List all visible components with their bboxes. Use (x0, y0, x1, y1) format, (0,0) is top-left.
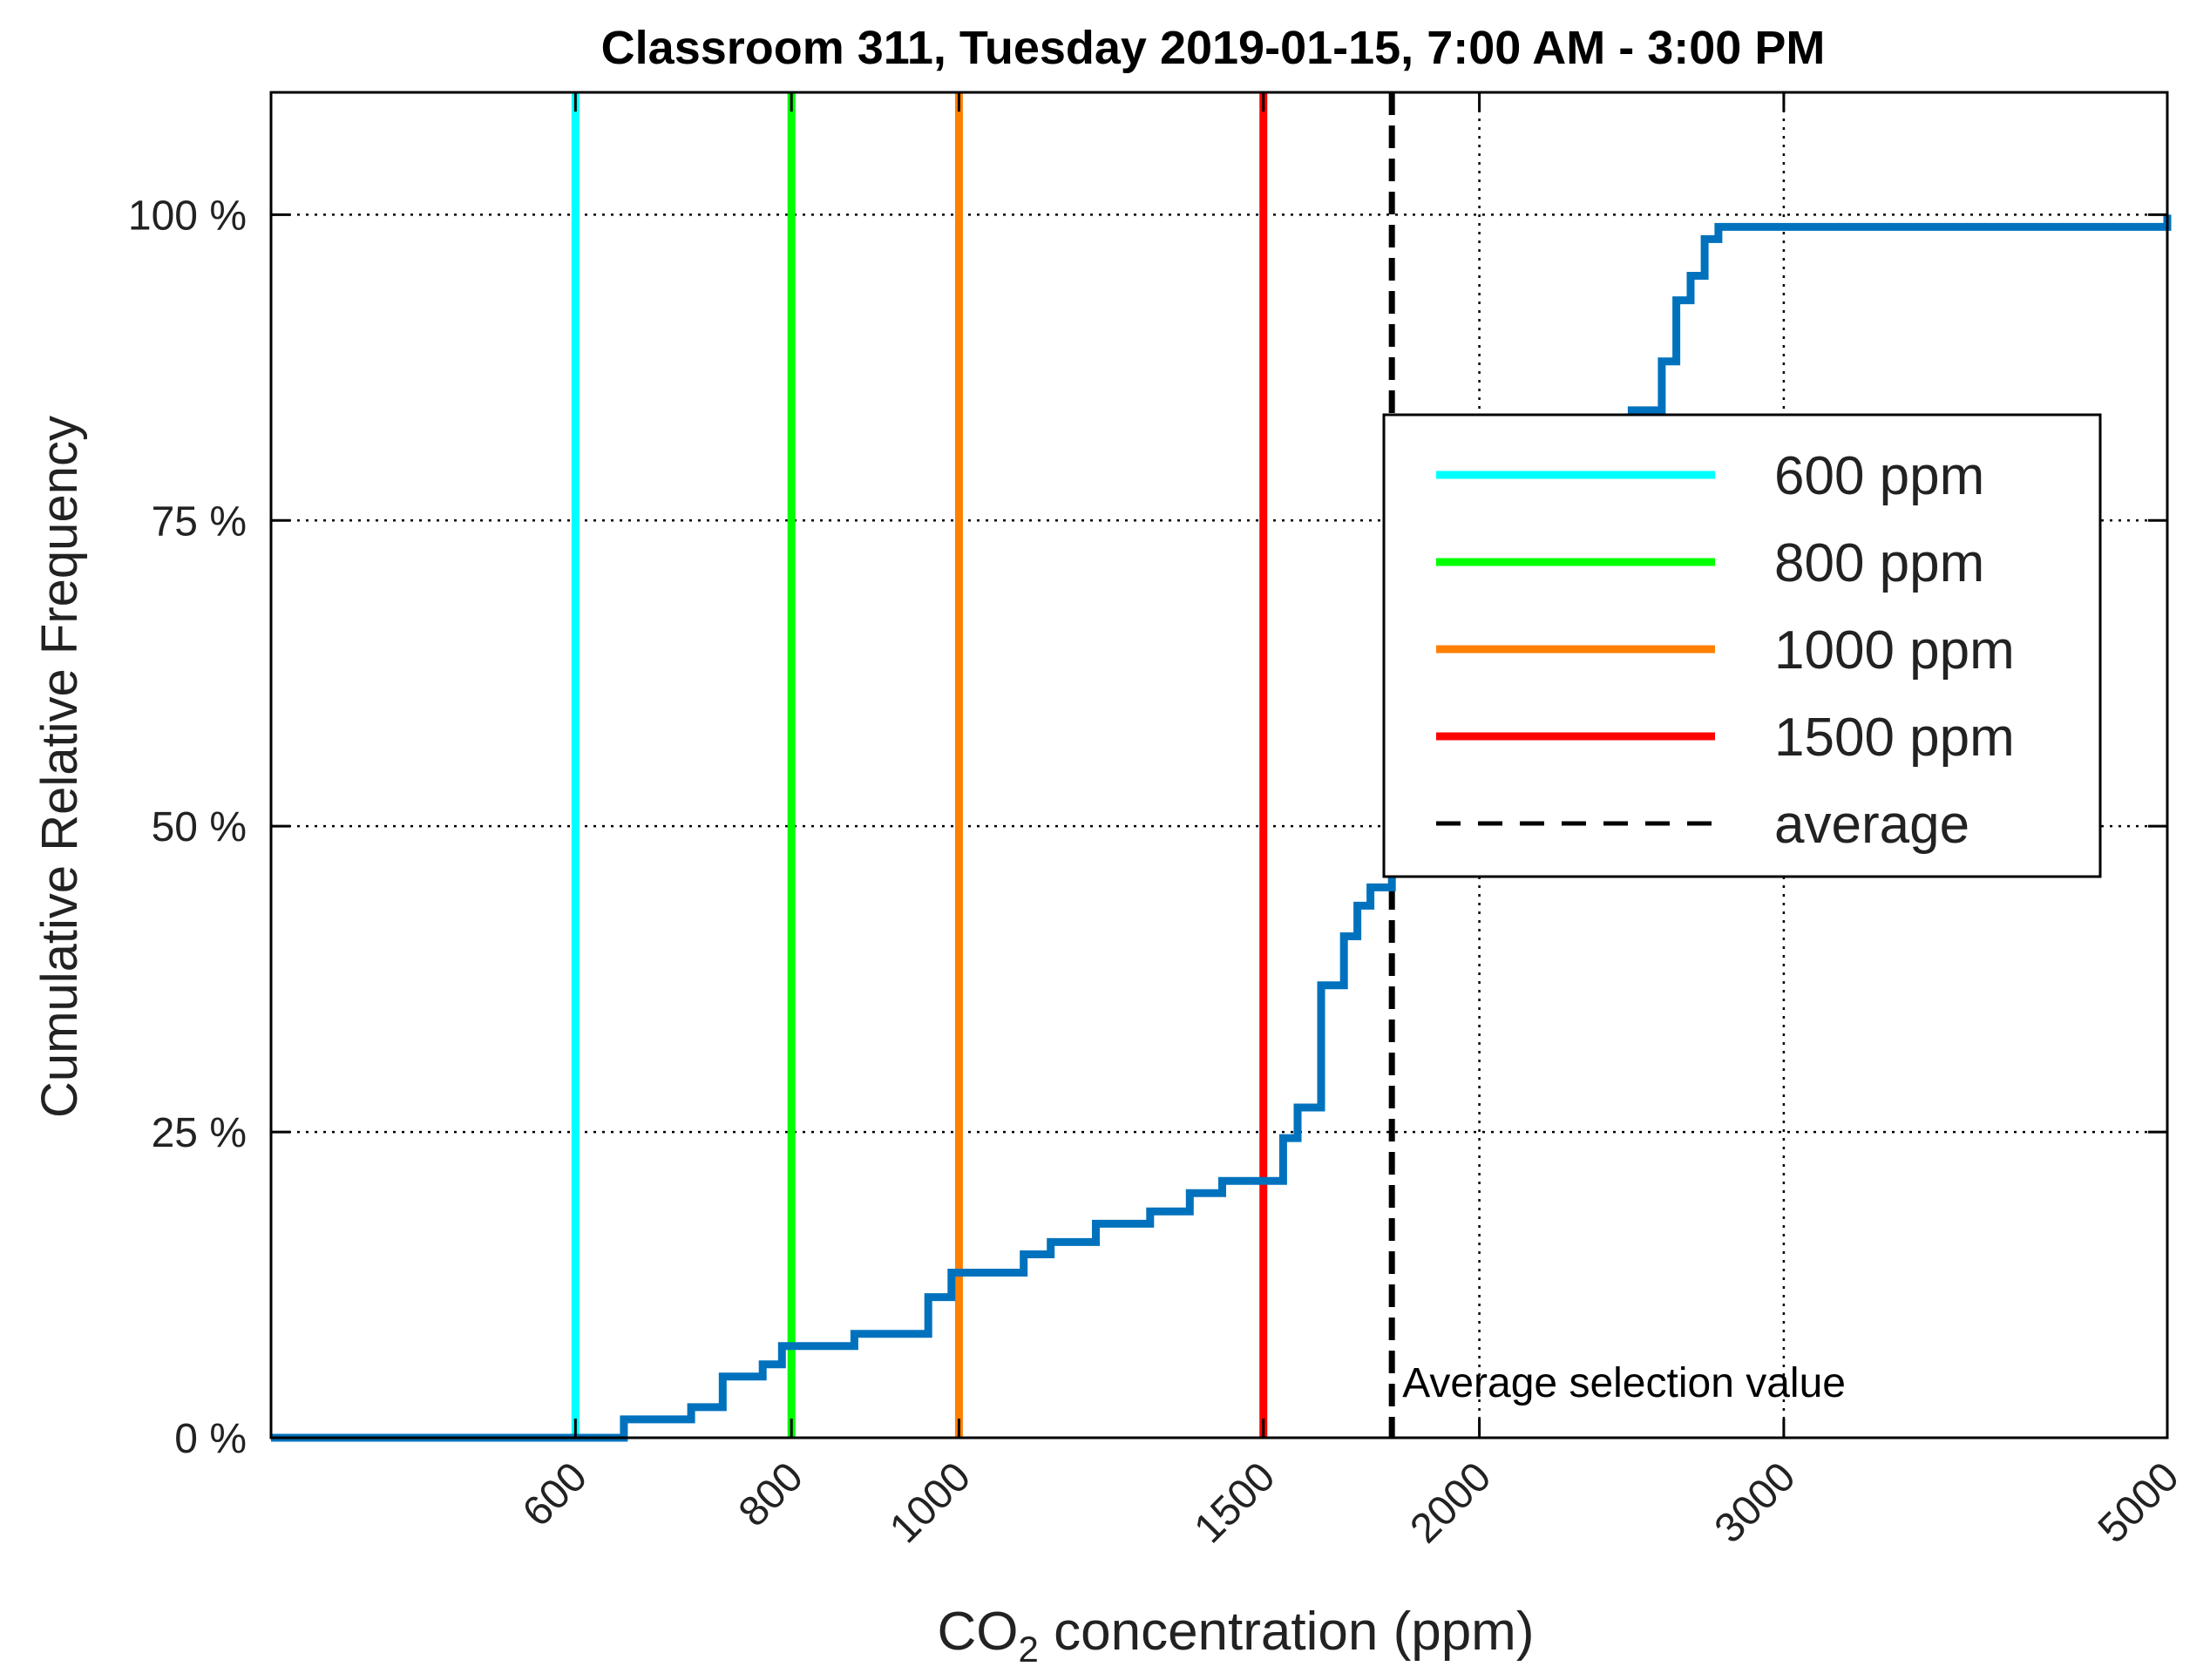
legend-label: 800 ppm (1774, 533, 1984, 593)
chart-title: Classroom 311, Tuesday 2019-01-15, 7:00 … (601, 22, 1826, 74)
y-tick-label: 75 % (152, 498, 247, 545)
y-tick-label: 0 % (174, 1416, 247, 1462)
y-tick-label: 100 % (128, 193, 247, 239)
y-tick-label: 50 % (152, 804, 247, 850)
legend-label: 1500 ppm (1774, 708, 2015, 768)
plot-frame (269, 91, 2169, 1440)
x-axis-label-subscript: 2 (1019, 1629, 1039, 1670)
y-axis-label: Cumulative Relative Frequency (31, 416, 88, 1118)
y-tick-label: 25 % (152, 1110, 247, 1156)
x-axis-label-rest: concentration (ppm) (1039, 1602, 1535, 1662)
legend-label: average (1774, 795, 1969, 855)
legend-label: 1000 ppm (1774, 620, 2015, 681)
x-axis-label: CO2 concentration (ppm) (938, 1602, 1535, 1670)
legend-label: 600 ppm (1774, 446, 1984, 506)
y-axis-ticks: 0 % 25 % 50 % 75 % 100 % (128, 193, 2167, 1462)
average-annotation: Average selection value (1402, 1360, 1846, 1406)
x-axis-label-main: CO (938, 1602, 1019, 1662)
legend: 600 ppm 800 ppm 1000 ppm 1500 ppm average (1382, 413, 2102, 878)
